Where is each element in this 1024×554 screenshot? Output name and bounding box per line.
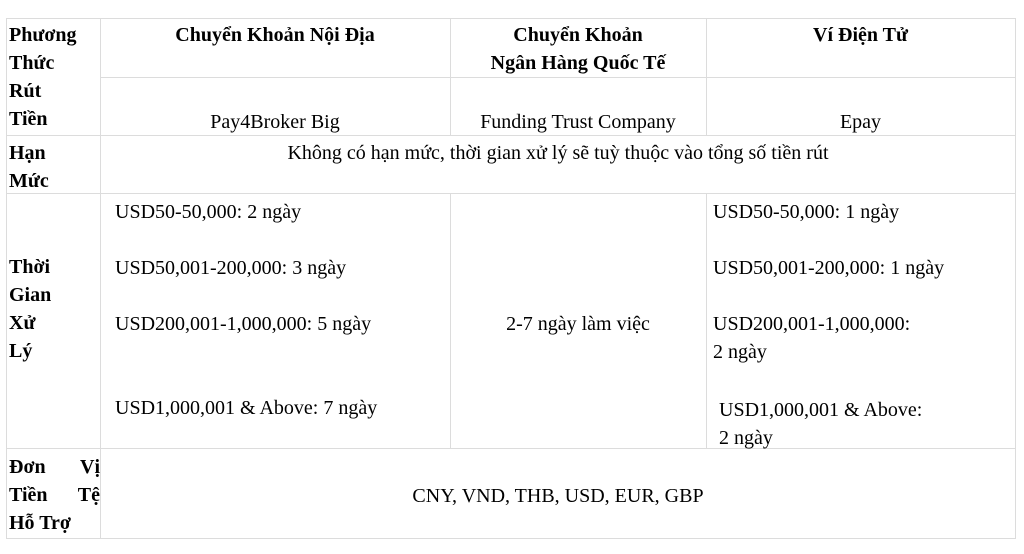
ewallet-time-4: USD1,000,001 & Above: 2 ngày xyxy=(719,399,923,449)
column-header-ewallet: Ví Điện Tử xyxy=(813,24,908,46)
row-label-method: Phương Thức Rút Tiền xyxy=(9,24,77,130)
limit-value: Không có hạn mức, thời gian xử lý sẽ tuỳ… xyxy=(287,142,829,164)
row-divider xyxy=(6,135,1016,136)
col-divider xyxy=(706,193,707,448)
row-label-limit: Hạn Mức xyxy=(9,142,49,192)
currency-value: CNY, VND, THB, USD, EUR, GBP xyxy=(412,485,704,507)
row-divider xyxy=(100,77,1016,78)
international-time: 2-7 ngày làm việc xyxy=(506,313,650,335)
border-bottom xyxy=(6,538,1016,539)
provider-ewallet: Epay xyxy=(839,111,882,133)
col-divider xyxy=(100,18,101,539)
row-label-currency: Đơn Vị Tiền Tệ Hỗ Trợ xyxy=(9,456,100,534)
border-right xyxy=(1015,18,1016,539)
ewallet-time-2: USD50,001-200,000: 1 ngày xyxy=(713,257,945,279)
ewallet-time-3: USD200,001-1,000,000: 2 ngày xyxy=(713,313,911,363)
border-top xyxy=(6,18,1016,19)
domestic-time-2: USD50,001-200,000: 3 ngày xyxy=(115,257,347,279)
row-divider xyxy=(6,448,1016,449)
provider-domestic: Pay4Broker Big xyxy=(210,111,340,133)
domestic-time-4: USD1,000,001 & Above: 7 ngày xyxy=(115,397,378,419)
provider-international: Funding Trust Company xyxy=(480,111,676,133)
row-divider xyxy=(6,193,1016,194)
col-divider xyxy=(450,193,451,448)
col-divider xyxy=(706,18,707,135)
column-header-domestic: Chuyển Khoản Nội Địa xyxy=(175,24,375,46)
domestic-time-3: USD200,001-1,000,000: 5 ngày xyxy=(115,313,372,335)
border-left xyxy=(6,18,7,539)
row-label-processing-time: Thời Gian Xử Lý xyxy=(9,256,52,362)
col-divider xyxy=(450,18,451,135)
ewallet-time-1: USD50-50,000: 1 ngày xyxy=(713,201,900,223)
domestic-time-1: USD50-50,000: 2 ngày xyxy=(115,201,302,223)
column-header-international: Chuyển Khoản Ngân Hàng Quốc Tế xyxy=(490,24,666,74)
